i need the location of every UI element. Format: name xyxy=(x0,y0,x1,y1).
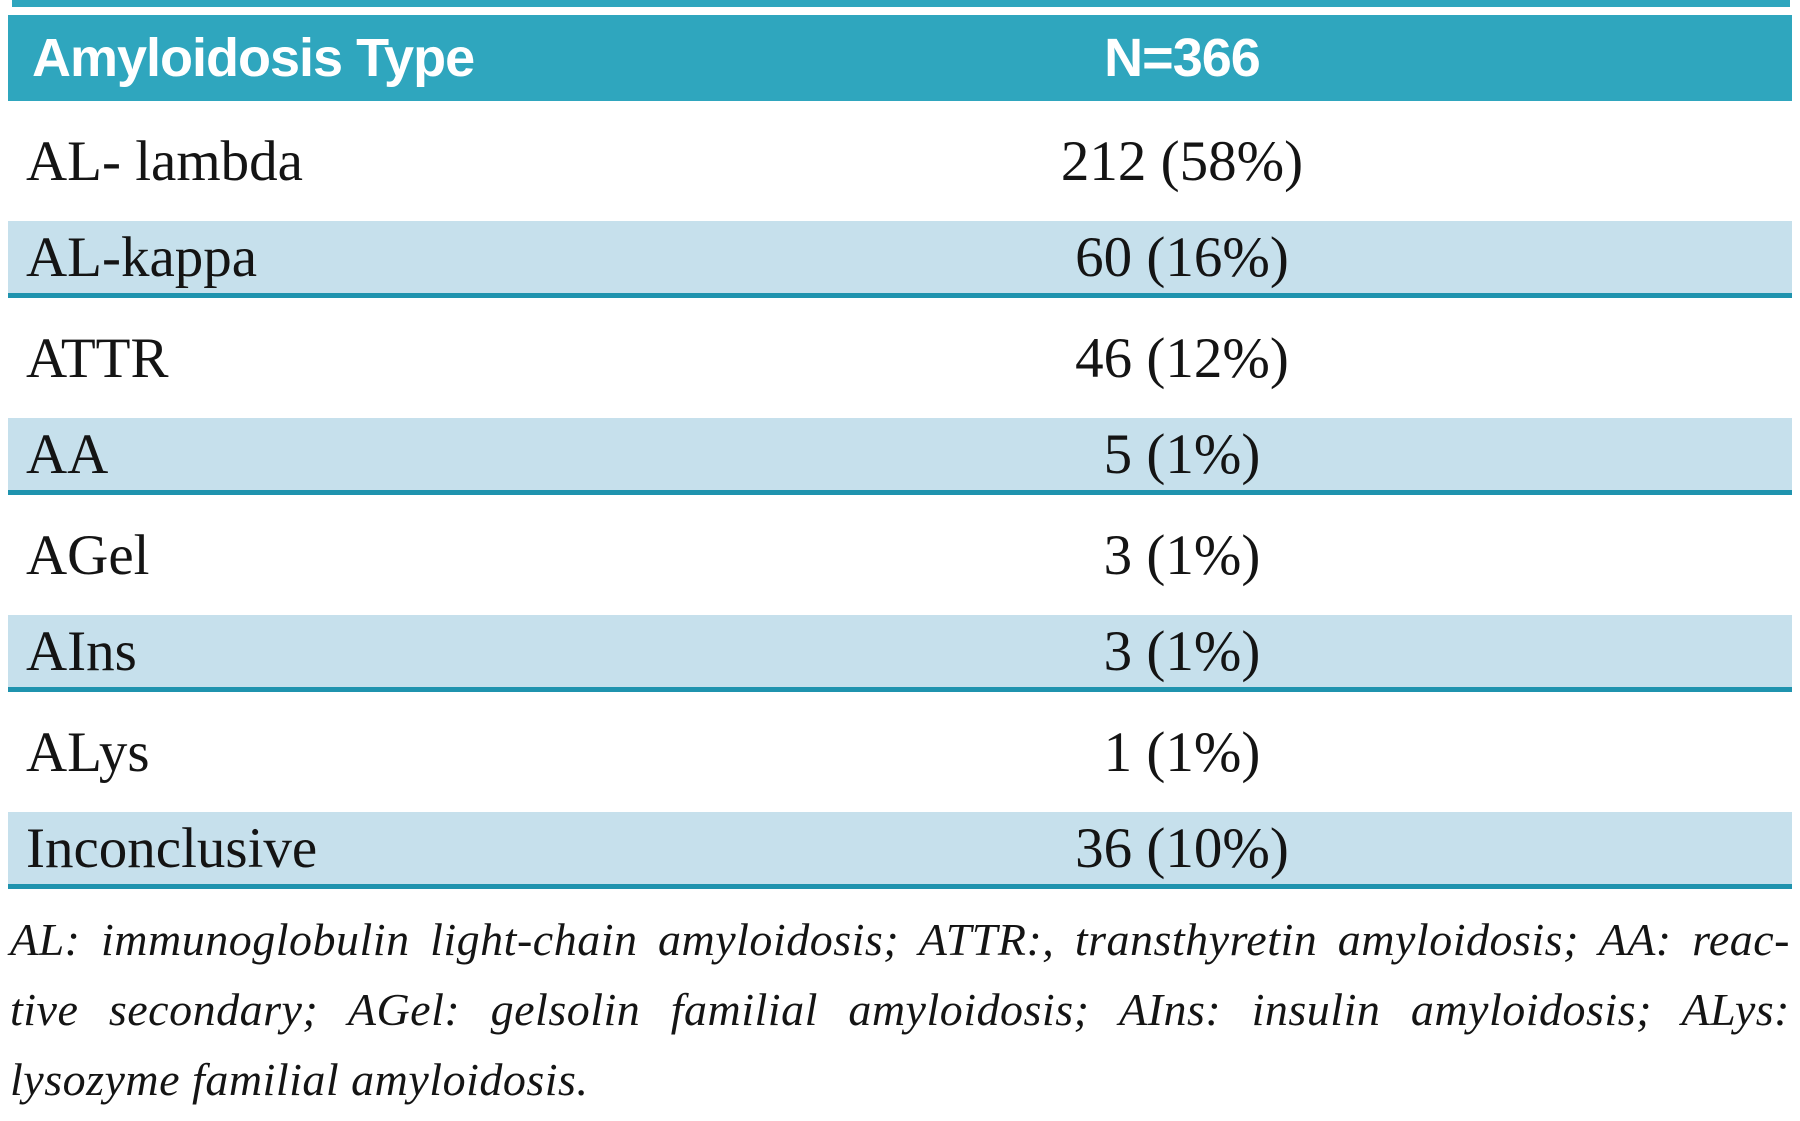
row-count-value: 5 (1%) xyxy=(1103,422,1261,486)
row-type-label: ALys xyxy=(26,720,150,784)
amyloidosis-table: Amyloidosis Type N=366 AL- lambda 212 (5… xyxy=(8,15,1792,889)
footnote-line-2: tive secondary; AGel: gelsolin familial … xyxy=(10,984,1790,1035)
row-count-value: 1 (1%) xyxy=(1103,720,1261,784)
table-row-ains: AIns 3 (1%) xyxy=(8,615,1792,692)
table-header-row: Amyloidosis Type N=366 xyxy=(8,15,1792,101)
row-type-label: AL- lambda xyxy=(26,129,303,193)
table-top-rule xyxy=(12,0,1790,7)
table-row-aa: AA 5 (1%) xyxy=(8,418,1792,495)
table-footnote: AL: immunoglobulin light-chain amyloidos… xyxy=(10,905,1790,1115)
row-type-label: AA xyxy=(26,422,109,486)
table-row-attr: ATTR 46 (12%) xyxy=(8,298,1792,418)
row-type-label: AL-kappa xyxy=(26,225,258,289)
row-count-value: 36 (10%) xyxy=(1075,816,1289,880)
row-count-value: 46 (12%) xyxy=(1075,326,1289,390)
table-row-alys: ALys 1 (1%) xyxy=(8,692,1792,812)
row-type-label: ATTR xyxy=(26,326,169,390)
column-header-type: Amyloidosis Type xyxy=(32,28,475,88)
table-row-al-lambda: AL- lambda 212 (58%) xyxy=(8,101,1792,221)
row-type-label: AIns xyxy=(26,619,137,683)
row-count-value: 60 (16%) xyxy=(1075,225,1289,289)
column-header-n: N=366 xyxy=(1104,28,1261,88)
table-row-agel: AGel 3 (1%) xyxy=(8,495,1792,615)
footnote-line-1: AL: immunoglobulin light-chain amyloidos… xyxy=(10,914,1790,965)
row-count-value: 3 (1%) xyxy=(1103,523,1261,587)
row-count-value: 212 (58%) xyxy=(1060,129,1304,193)
row-type-label: AGel xyxy=(26,523,150,587)
table-row-al-kappa: AL-kappa 60 (16%) xyxy=(8,221,1792,298)
row-count-value: 3 (1%) xyxy=(1103,619,1261,683)
table-row-inconclusive: Inconclusive 36 (10%) xyxy=(8,812,1792,889)
footnote-line-3: lysozyme familial amyloidosis. xyxy=(10,1054,589,1105)
row-type-label: Inconclusive xyxy=(26,816,318,880)
